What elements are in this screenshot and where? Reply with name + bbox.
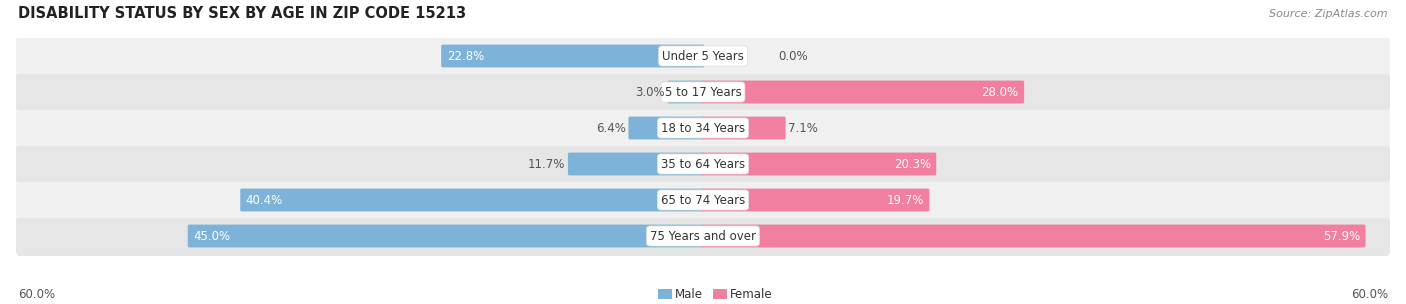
FancyBboxPatch shape	[658, 289, 672, 299]
FancyBboxPatch shape	[702, 116, 786, 140]
FancyBboxPatch shape	[17, 184, 1389, 220]
FancyBboxPatch shape	[568, 153, 704, 175]
FancyBboxPatch shape	[668, 81, 704, 103]
Text: 6.4%: 6.4%	[596, 122, 626, 134]
FancyBboxPatch shape	[17, 112, 1389, 148]
Text: 19.7%: 19.7%	[887, 194, 924, 206]
Text: 7.1%: 7.1%	[787, 122, 818, 134]
FancyBboxPatch shape	[15, 182, 1391, 218]
Text: 65 to 74 Years: 65 to 74 Years	[661, 194, 745, 206]
FancyBboxPatch shape	[17, 40, 1389, 76]
Text: 57.9%: 57.9%	[1323, 230, 1360, 243]
FancyBboxPatch shape	[240, 188, 704, 211]
Text: Male: Male	[675, 288, 703, 300]
FancyBboxPatch shape	[15, 110, 1391, 146]
FancyBboxPatch shape	[17, 220, 1389, 256]
FancyBboxPatch shape	[702, 81, 1024, 103]
FancyBboxPatch shape	[17, 76, 1389, 112]
Text: 18 to 34 Years: 18 to 34 Years	[661, 122, 745, 134]
Text: 3.0%: 3.0%	[636, 85, 665, 98]
FancyBboxPatch shape	[15, 74, 1391, 110]
Text: 45.0%: 45.0%	[193, 230, 231, 243]
Text: 5 to 17 Years: 5 to 17 Years	[665, 85, 741, 98]
Text: 75 Years and over: 75 Years and over	[650, 230, 756, 243]
Text: 11.7%: 11.7%	[529, 157, 565, 171]
Text: 0.0%: 0.0%	[778, 50, 807, 63]
Text: 60.0%: 60.0%	[1351, 288, 1388, 300]
FancyBboxPatch shape	[702, 225, 1365, 247]
Text: 22.8%: 22.8%	[447, 50, 484, 63]
FancyBboxPatch shape	[713, 289, 727, 299]
FancyBboxPatch shape	[628, 116, 704, 140]
Text: Source: ZipAtlas.com: Source: ZipAtlas.com	[1270, 9, 1388, 19]
FancyBboxPatch shape	[441, 45, 704, 67]
Text: DISABILITY STATUS BY SEX BY AGE IN ZIP CODE 15213: DISABILITY STATUS BY SEX BY AGE IN ZIP C…	[18, 6, 467, 22]
FancyBboxPatch shape	[702, 188, 929, 211]
Text: Under 5 Years: Under 5 Years	[662, 50, 744, 63]
FancyBboxPatch shape	[702, 153, 936, 175]
Text: 60.0%: 60.0%	[18, 288, 55, 300]
FancyBboxPatch shape	[15, 218, 1391, 254]
FancyBboxPatch shape	[188, 225, 704, 247]
Text: 40.4%: 40.4%	[246, 194, 283, 206]
Text: 20.3%: 20.3%	[894, 157, 931, 171]
Text: 28.0%: 28.0%	[981, 85, 1019, 98]
FancyBboxPatch shape	[15, 146, 1391, 182]
FancyBboxPatch shape	[15, 38, 1391, 74]
Text: 35 to 64 Years: 35 to 64 Years	[661, 157, 745, 171]
FancyBboxPatch shape	[17, 148, 1389, 184]
Text: Female: Female	[730, 288, 773, 300]
